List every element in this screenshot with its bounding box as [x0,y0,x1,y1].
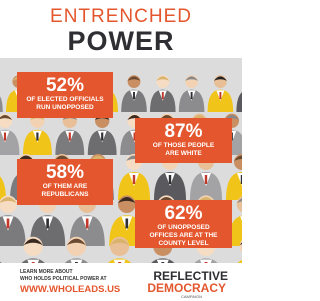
stat-text: OF ELECTED OFFICIALS [17,96,113,104]
learn-more: WHO HOLDS POLITICAL POWER AT [20,276,107,282]
footer: LEARN MORE ABOUT WHO HOLDS POLITICAL POW… [0,263,242,301]
person-tie [241,175,242,184]
person-tie [46,219,49,229]
stat-box: 52% OF ELECTED OFFICIALS RUN UNOPPOSED [17,72,113,118]
person-tie [162,92,164,99]
stat-value: 52% [17,75,113,96]
stat-value: 87% [135,121,232,142]
url: WWW.WHOLEADS.US [20,284,120,295]
person-tie [86,219,89,229]
stat-text: RUN UNOPPOSED [17,104,113,112]
person-tie [205,175,207,184]
stat-value: 58% [17,162,113,183]
person-tie [125,219,128,229]
stat-text: COUNTY LEVEL [135,240,232,248]
learn-more: LEARN MORE ABOUT [20,269,73,275]
stat-text: OF UNOPPOSED [135,224,232,232]
stat-box: 58% OF THEM ARE REPUBLICANS [17,159,113,205]
brand-sub: CAMPAIGN [181,294,202,299]
person-tie [101,133,103,141]
person-tie [69,133,71,141]
stat-text: ARE WHITE [135,150,232,158]
person-tie [7,219,10,229]
person-tie [4,133,6,141]
stat-text: REPUBLICANS [17,191,113,199]
title-line2: POWER [0,26,242,57]
stat-text: OF THOSE PEOPLE [135,142,232,150]
stat-box: 62% OF UNOPPOSED OFFICES ARE AT THE COUN… [135,200,232,248]
person-tie [36,133,38,141]
person-tie [219,92,221,99]
stat-text: OFFICES ARE AT THE [135,232,232,240]
title-line1: ENTRENCHED [0,6,242,28]
person-tie [169,175,171,184]
brand: DEMOCRACY [147,281,226,295]
stat-value: 62% [135,203,232,224]
person-tie [133,175,135,184]
stat-box: 87% OF THOSE PEOPLE ARE WHITE [135,118,232,163]
stat-text: OF THEM ARE [17,183,113,191]
page: ENTRENCHED POWER 52% OF ELECTED OFFICIAL… [0,0,242,301]
person-tie [191,92,193,99]
person-tie [133,92,135,99]
